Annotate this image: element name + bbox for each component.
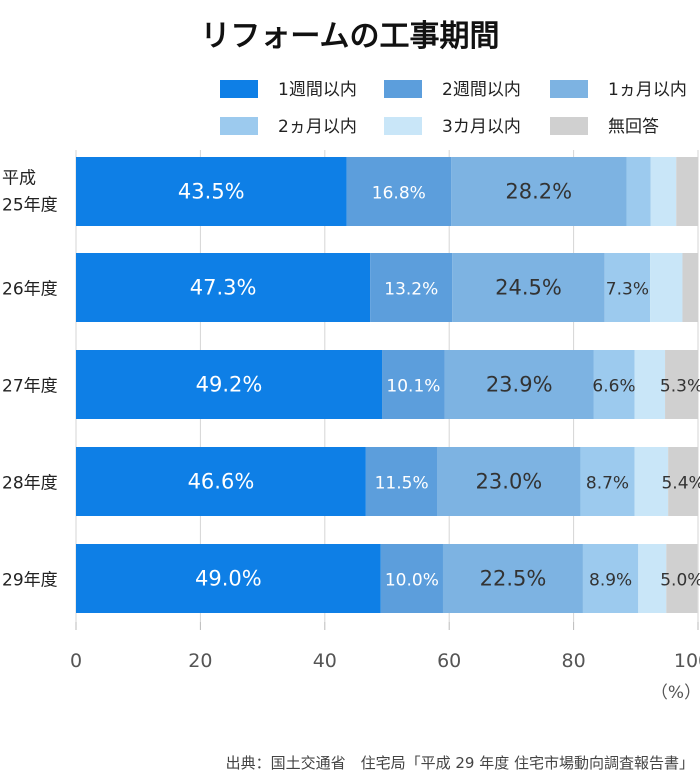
data-label: 5.4%: [661, 474, 700, 494]
data-label: 43.5%: [178, 180, 245, 204]
bar-segment: [634, 350, 666, 419]
bar-segment: [682, 253, 698, 322]
legend-label: 3カ月以内: [442, 117, 521, 137]
data-label: 8.9%: [589, 571, 632, 591]
bar-segment: [380, 544, 443, 613]
data-label: 5.3%: [660, 377, 700, 397]
bar-segment: [442, 544, 583, 613]
data-label: 13.2%: [384, 280, 438, 300]
chart-title: リフォームの工事期間: [200, 19, 499, 54]
bar-segment: [452, 253, 605, 322]
bar-segment: [76, 447, 366, 516]
x-tick-label: 80: [562, 650, 586, 672]
bar-segment: [76, 157, 347, 226]
data-label: 6.6%: [592, 377, 635, 397]
data-label: 5.0%: [660, 571, 700, 591]
x-axis-ticks: 0 20 40 60 80 100: [70, 622, 700, 672]
bar-segment: [650, 253, 683, 322]
source-note: 出典：国土交通省 住宅局「平成 29 年度 住宅市場動向調査報告書」: [226, 754, 694, 772]
bar-segment: [346, 157, 452, 226]
bar-segment: [76, 544, 381, 613]
legend-label: 1週間以内: [278, 80, 357, 100]
data-label: 28.2%: [505, 180, 572, 204]
legend: 1週間以内 2週間以内 1ヵ月以内 2ヵ月以内 3カ月以内 無回答: [220, 80, 687, 137]
data-label: 49.0%: [195, 567, 262, 591]
category-label: 27年度: [2, 377, 58, 397]
bar-segment: [668, 447, 698, 516]
bar-segment: [444, 350, 594, 419]
bar-segment: [370, 253, 453, 322]
legend-swatch: [220, 80, 258, 98]
category-label: 25年度: [2, 196, 58, 216]
category-label: 29年度: [2, 571, 58, 591]
bar-segment: [634, 447, 669, 516]
legend-swatch: [550, 117, 588, 135]
x-tick-label: 100: [674, 650, 700, 672]
data-label: 47.3%: [190, 276, 257, 300]
data-label: 46.6%: [188, 470, 255, 494]
bar-segment: [580, 447, 635, 516]
category-label: 26年度: [2, 280, 58, 300]
data-label: 49.2%: [196, 373, 263, 397]
bar-segment: [638, 544, 667, 613]
bar-segment: [76, 253, 371, 322]
bar-segment: [76, 350, 383, 419]
category-label: 平成: [2, 169, 36, 189]
data-label: 7.3%: [606, 280, 649, 300]
data-label: 24.5%: [495, 276, 562, 300]
legend-label: 無回答: [608, 117, 659, 137]
data-label: 11.5%: [375, 474, 429, 494]
x-tick-label: 40: [313, 650, 337, 672]
bar-segment: [382, 350, 445, 419]
x-tick-label: 20: [188, 650, 212, 672]
data-label: 10.0%: [385, 571, 439, 591]
bar-segment: [365, 447, 438, 516]
data-label: 8.7%: [586, 474, 629, 494]
data-label: 23.9%: [486, 373, 553, 397]
bar-segment: [451, 157, 627, 226]
data-label: 16.8%: [372, 184, 426, 204]
data-label: 22.5%: [480, 567, 547, 591]
category-label: 28年度: [2, 474, 58, 494]
bar-segment: [593, 350, 635, 419]
data-label: 23.0%: [476, 470, 543, 494]
legend-swatch: [220, 117, 258, 135]
legend-label: 2ヵ月以内: [278, 117, 357, 137]
bar-segment: [666, 544, 698, 613]
bar-segment: [626, 157, 651, 226]
legend-swatch: [384, 117, 422, 135]
bar-segment: [604, 253, 651, 322]
legend-swatch: [384, 80, 422, 98]
bar-segment: [676, 157, 698, 226]
x-tick-label: 60: [437, 650, 461, 672]
bar-segment: [650, 157, 677, 226]
bars: 43.5% 16.8% 28.2% 47.3% 13.2% 24.5% 7.3% 49.2% 1…: [76, 157, 700, 613]
x-tick-label: 0: [70, 650, 82, 672]
legend-swatch: [550, 80, 588, 98]
legend-label: 1ヵ月以内: [608, 80, 687, 100]
x-axis-unit: （%）: [651, 683, 700, 703]
category-labels: 平成 25年度 26年度 27年度 28年度 29年度: [2, 169, 58, 591]
data-label: 10.1%: [386, 377, 440, 397]
bar-segment: [437, 447, 581, 516]
bar-segment: [582, 544, 639, 613]
bar-segment: [665, 350, 698, 419]
legend-label: 2週間以内: [442, 80, 521, 100]
